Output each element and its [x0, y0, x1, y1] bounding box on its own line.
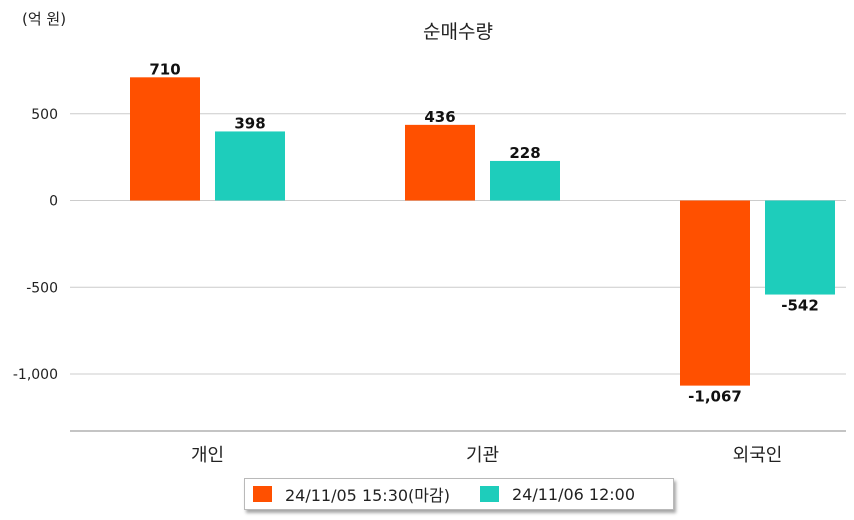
x-category-label: 기관	[466, 445, 499, 466]
bar-1[interactable]	[405, 124, 475, 201]
bars	[130, 77, 835, 386]
legend-item-series2[interactable]: 24/11/06 12:00	[479, 484, 636, 504]
y-tick-label: -1,000	[13, 367, 58, 383]
y-axis-ticks: 500 0 -500 -1,000	[13, 107, 58, 383]
x-axis-categories: 개인 기관 외국인	[191, 445, 782, 466]
chart-title: 순매수량	[423, 21, 493, 43]
data-label: 436	[424, 108, 455, 126]
bar-2[interactable]	[490, 160, 560, 201]
data-label: 398	[234, 114, 265, 132]
x-category-label: 개인	[191, 445, 224, 466]
legend-label-series2: 24/11/06 12:00	[511, 484, 636, 504]
data-label: 228	[509, 144, 540, 162]
y-tick-label: -500	[26, 280, 58, 296]
unit-label: (억 원)	[22, 10, 67, 28]
data-labels: 710 398 436 228 -1,067 -542	[149, 60, 818, 405]
x-category-label: 외국인	[733, 445, 783, 466]
bar-1[interactable]	[130, 77, 200, 201]
legend-label-series1: 24/11/05 15:30(마감)	[285, 486, 450, 505]
bar-1[interactable]	[680, 200, 750, 386]
bar-2[interactable]	[215, 131, 285, 201]
bar-2[interactable]	[765, 200, 835, 295]
chart: 순매수량 500 0 -500 -1,000 710 398 436 228 -1,067 -5…	[13, 21, 846, 466]
data-label: -542	[781, 297, 819, 315]
y-tick-label: 500	[31, 107, 58, 123]
data-label: -1,067	[688, 388, 742, 406]
legend-swatch-series2	[479, 486, 499, 502]
legend: 24/11/05 15:30(마감) 24/11/06 12:00	[244, 478, 674, 510]
legend-item-series1[interactable]: 24/11/05 15:30(마감)	[253, 482, 450, 506]
y-tick-label: 0	[49, 194, 58, 210]
legend-swatch-series1	[253, 486, 272, 502]
data-label: 710	[149, 60, 180, 78]
